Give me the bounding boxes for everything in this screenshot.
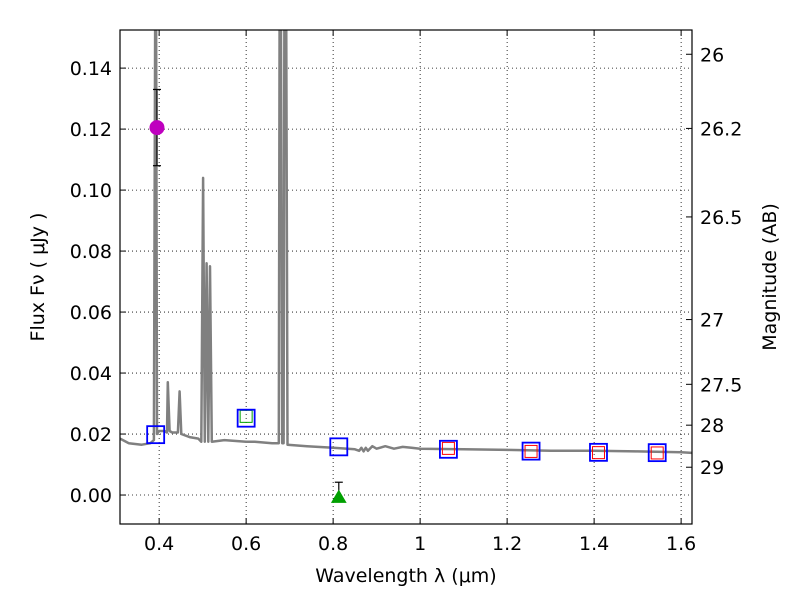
- x-axis-title: Wavelength λ (μm): [315, 565, 496, 587]
- x-tick-label: 1.2: [492, 533, 522, 555]
- y-tick-label: 0.06: [70, 302, 112, 324]
- magnitude-tick-label: 27: [700, 310, 724, 332]
- y-tick-label: 0.12: [70, 119, 112, 141]
- model-photometry-marker: [589, 442, 608, 462]
- right-axis-title: Magnitude (AB): [759, 203, 781, 351]
- tick-marks: [120, 30, 692, 524]
- magnitude-tick-label: 26.2: [700, 118, 742, 140]
- x-tick-labels: 0.4 0.6 0.8 1 1.2 1.4 1.6: [144, 533, 696, 555]
- y-tick-label: 0.10: [70, 180, 112, 202]
- grid-lines: [120, 30, 692, 524]
- observed-photometry-marker: [650, 446, 664, 460]
- x-tick-label: 1.6: [666, 533, 696, 555]
- observed-photometry-marker: [524, 444, 538, 458]
- y-axis-title: Flux Fν ( μJy ): [27, 213, 49, 342]
- observed-photometry-marker: [591, 446, 605, 460]
- y-tick-label: 0.14: [70, 58, 112, 80]
- y-tick-label: 0.00: [70, 485, 112, 507]
- observed-photometry-marker: [441, 441, 455, 455]
- magnitude-tick-labels: 26 26.2 26.5 27 27.5 28 29: [700, 44, 742, 479]
- model-spectrum-line: [120, 30, 692, 455]
- magnitude-tick-label: 26: [700, 44, 724, 66]
- detection-triangle-marker: [330, 489, 347, 503]
- x-tick-label: 1.4: [579, 533, 609, 555]
- y-tick-label: 0.02: [70, 424, 112, 446]
- model-photometry-marker: [647, 443, 667, 463]
- x-tick-label: 0.4: [144, 533, 174, 555]
- detection-circle-marker: [149, 120, 165, 136]
- x-tick-label: 1: [414, 533, 426, 555]
- y-tick-label: 0.04: [70, 363, 112, 385]
- model-photometry-marker: [521, 441, 541, 461]
- magnitude-tick-label: 29: [700, 457, 724, 479]
- magnitude-tick-label: 28: [700, 415, 724, 437]
- model-photometry-marker: [439, 439, 458, 459]
- magnitude-tick-label: 26.5: [700, 207, 742, 229]
- plot-frame: [119, 29, 693, 525]
- plot-area: [120, 30, 692, 503]
- x-tick-label: 0.6: [231, 533, 261, 555]
- model-photometry-marker: [146, 425, 166, 445]
- model-photometry-marker: [236, 408, 256, 428]
- model-photometry-marker: [329, 437, 349, 457]
- x-tick-label: 0.8: [318, 533, 348, 555]
- magnitude-tick-label: 27.5: [700, 374, 742, 396]
- y-tick-label: 0.08: [70, 241, 112, 263]
- y-tick-labels: 0.00 0.02 0.04 0.06 0.08 0.10 0.12 0.14: [70, 58, 112, 507]
